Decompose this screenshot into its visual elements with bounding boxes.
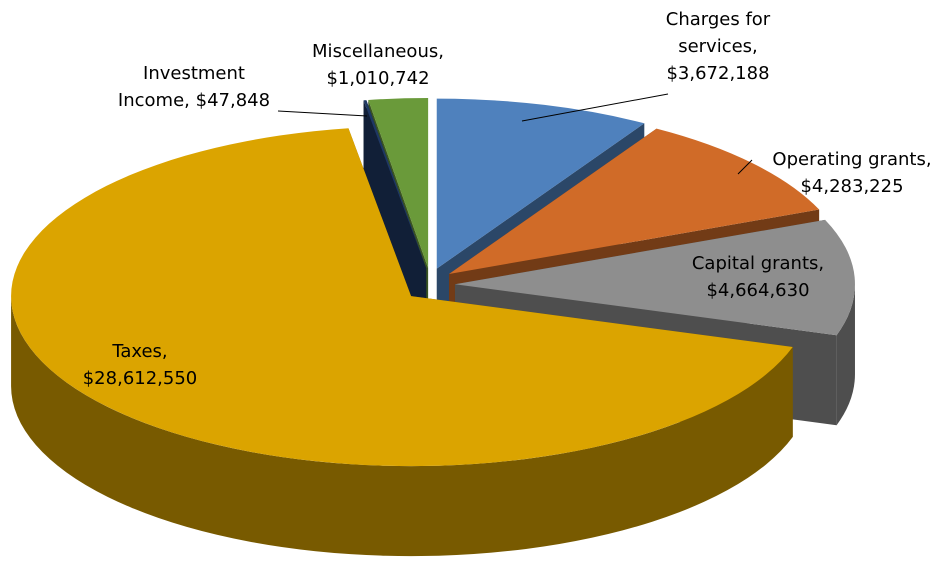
label-value: $1,010,742 xyxy=(326,68,430,89)
label-category: Charges for services, xyxy=(665,9,771,57)
slice-top xyxy=(11,128,793,467)
slice xyxy=(11,128,793,557)
slice-outer-wall xyxy=(836,284,855,426)
label-value: $47,848 xyxy=(195,90,271,111)
label-category: Investment Income, xyxy=(117,63,245,111)
label-category: Operating grants, xyxy=(772,149,932,170)
leader-line xyxy=(277,110,368,117)
slice-radial-wall xyxy=(366,100,427,359)
data-label: Charges for services, $3,672,188 xyxy=(643,6,793,87)
data-label: Capital grants, $4,664,630 xyxy=(658,250,858,304)
slice-top xyxy=(454,219,855,336)
data-label: Miscellaneous, $1,010,742 xyxy=(278,38,478,92)
slice xyxy=(363,100,427,359)
data-label: Taxes, $28,612,550 xyxy=(40,338,240,392)
slice-top xyxy=(363,100,427,269)
data-label: Investment Income, $47,848 xyxy=(112,60,277,114)
slice-top xyxy=(368,98,429,269)
label-value: $28,612,550 xyxy=(82,368,198,389)
slice-top xyxy=(449,128,820,274)
leader-line xyxy=(737,159,753,175)
label-value: $4,283,225 xyxy=(800,176,904,197)
label-category: Taxes, xyxy=(112,341,168,362)
label-value: $4,664,630 xyxy=(706,280,810,301)
label-category: Miscellaneous, xyxy=(312,41,444,62)
leader-line xyxy=(521,93,669,122)
slice-top xyxy=(436,98,645,269)
data-label: Operating grants, $4,283,225 xyxy=(752,146,948,200)
label-category: Capital grants, xyxy=(691,253,825,274)
slice-outer-wall xyxy=(11,296,793,557)
label-value: $3,672,188 xyxy=(666,63,770,84)
